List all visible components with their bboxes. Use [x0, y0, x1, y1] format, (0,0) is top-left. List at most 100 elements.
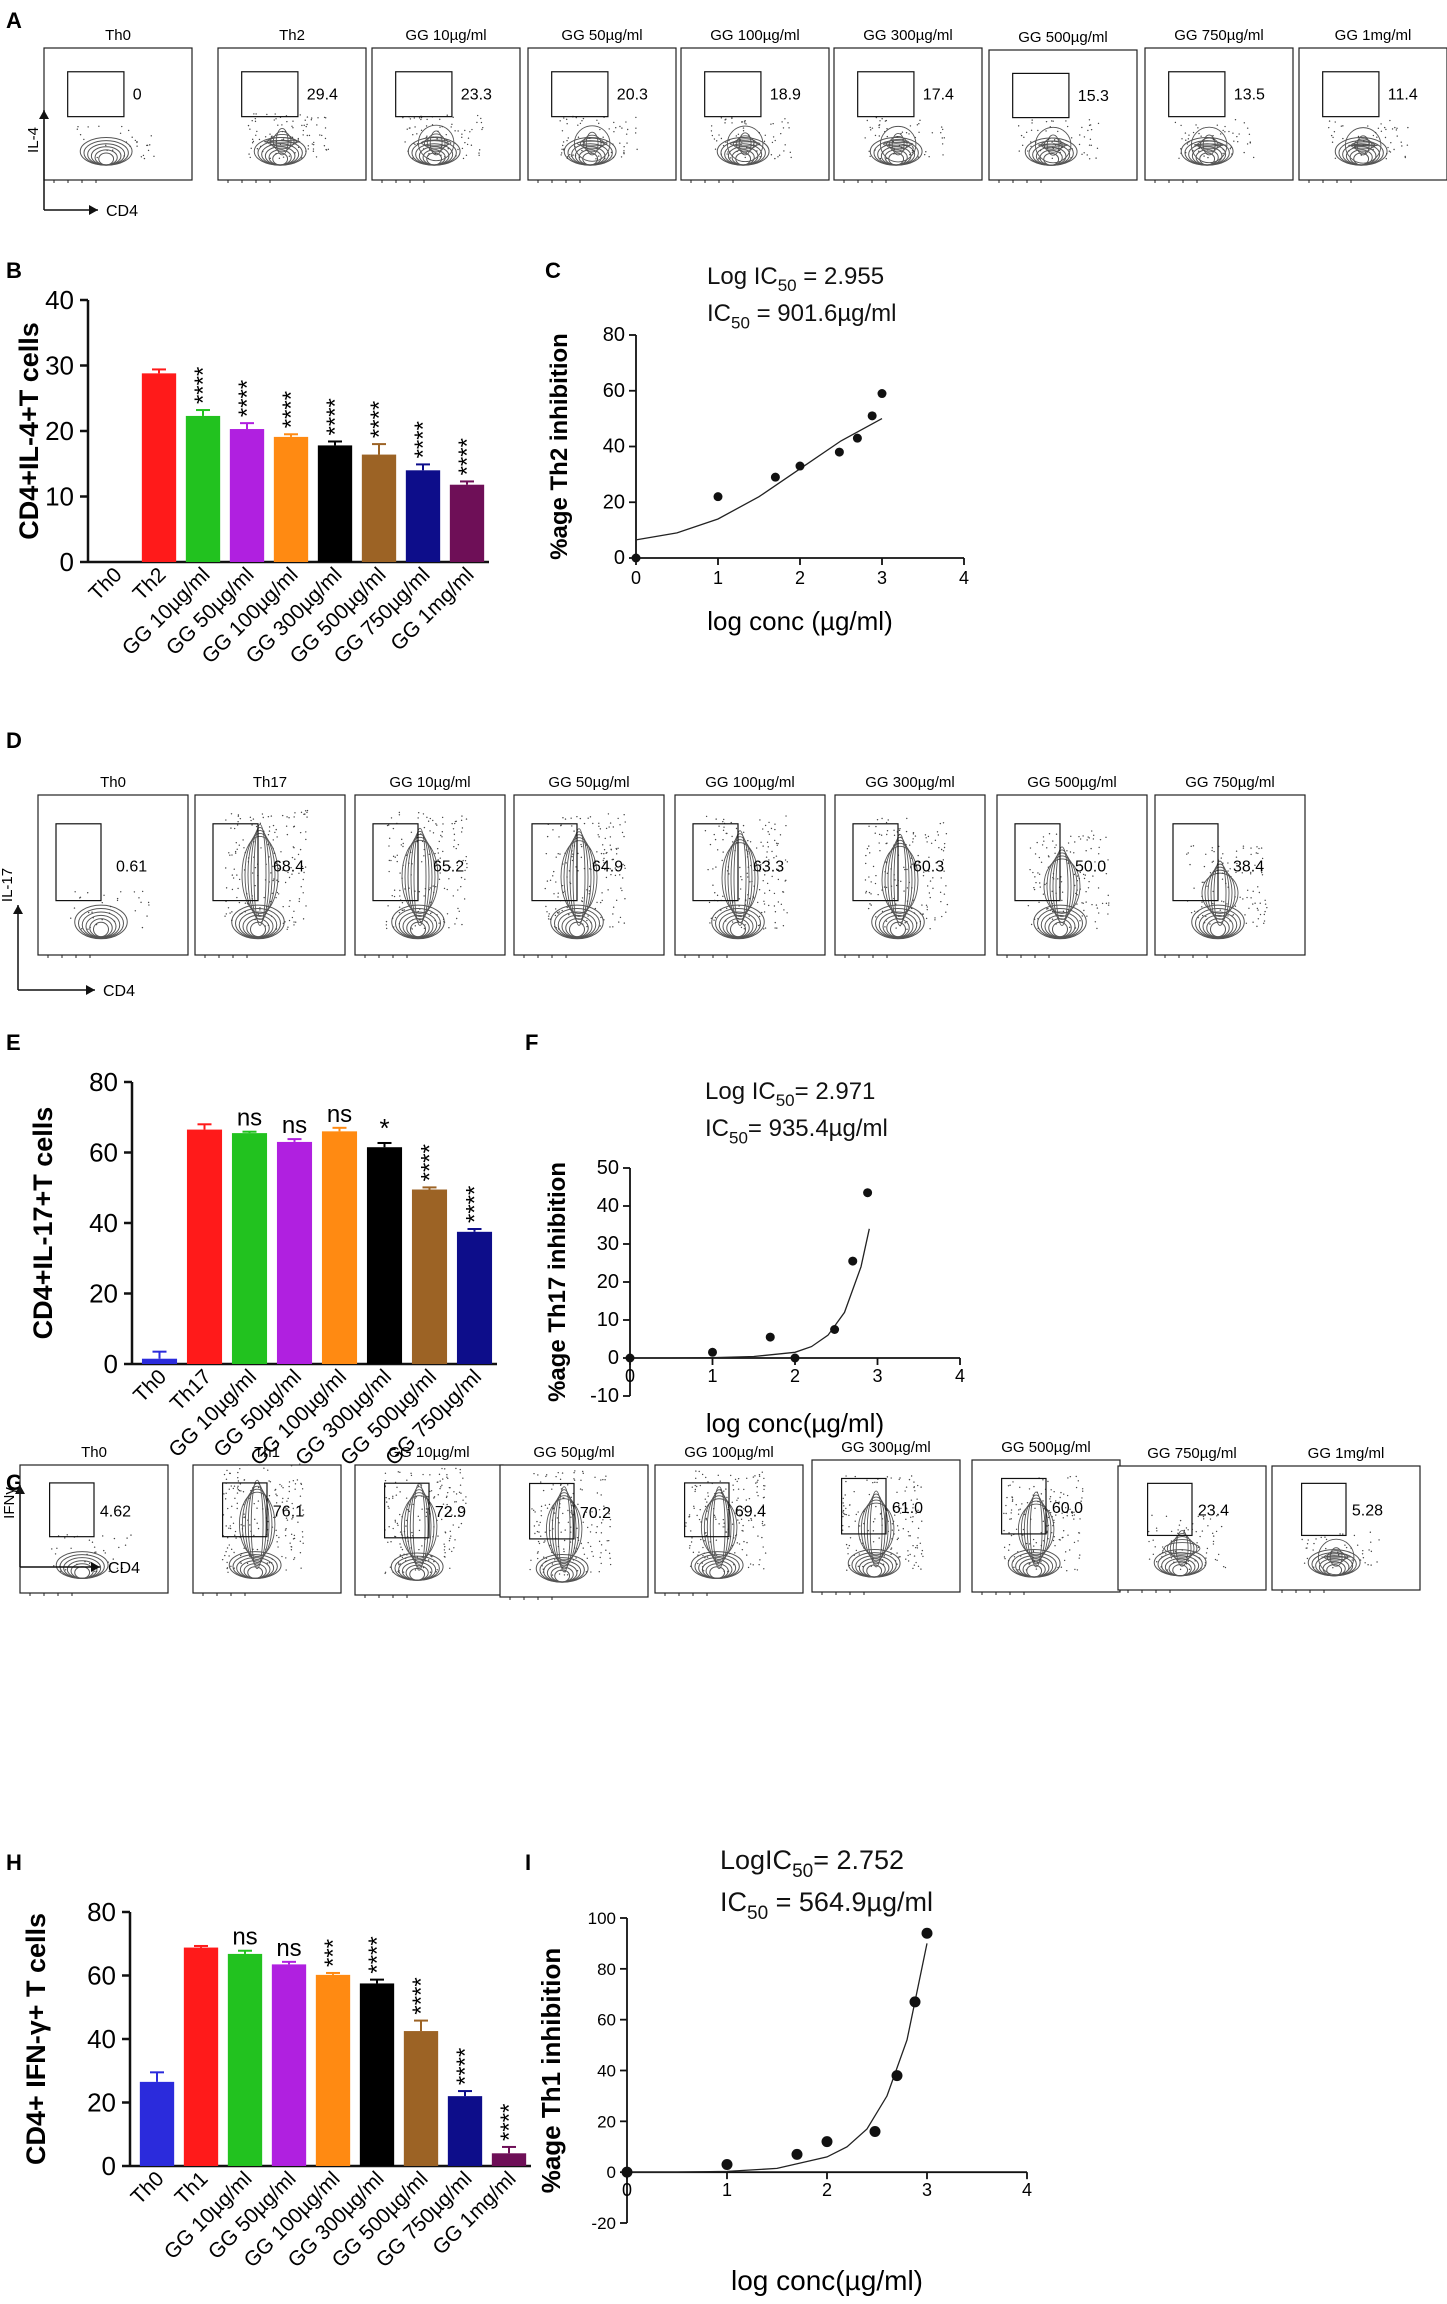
event-dot — [437, 1494, 439, 1496]
event-dot — [1077, 1480, 1080, 1482]
event-dot — [890, 885, 893, 887]
event-dot — [290, 1464, 293, 1467]
event-dot — [712, 884, 714, 886]
event-dot — [87, 928, 89, 930]
event-dot — [701, 1562, 703, 1564]
event-dot — [900, 836, 902, 839]
event-dot — [1065, 1507, 1067, 1509]
event-dot — [280, 1485, 283, 1487]
event-dot — [693, 1505, 695, 1508]
event-dot — [731, 122, 733, 124]
event-dot — [946, 903, 949, 906]
event-dot — [252, 140, 255, 143]
event-dot — [1213, 870, 1215, 872]
event-dot — [623, 152, 625, 154]
event-dot — [893, 844, 895, 846]
gate-box — [1012, 72, 1070, 119]
event-dot — [1198, 132, 1200, 135]
event-dot — [925, 837, 927, 839]
event-dot — [914, 835, 917, 837]
event-dot — [1042, 893, 1045, 895]
event-dot — [845, 1507, 847, 1510]
bar — [317, 445, 353, 562]
event-dot — [433, 891, 435, 894]
event-dot — [734, 1535, 737, 1537]
event-dot — [564, 890, 566, 892]
event-dot — [748, 1519, 750, 1522]
event-dot — [885, 861, 887, 863]
event-dot — [243, 847, 245, 849]
event-dot — [870, 881, 872, 883]
event-dot — [729, 157, 731, 159]
event-dot — [917, 1509, 919, 1512]
gate-percentage: 23.3 — [461, 87, 492, 104]
bar — [271, 1964, 307, 2166]
contour-ring — [882, 141, 914, 147]
event-dot — [940, 848, 943, 851]
event-dot — [868, 845, 870, 847]
contour-ring — [871, 904, 925, 940]
event-dot — [549, 918, 552, 920]
contour-ring — [557, 1486, 571, 1573]
event-dot — [297, 1521, 299, 1523]
event-dot — [940, 877, 942, 879]
event-dot — [1069, 1475, 1072, 1478]
event-dot — [1224, 131, 1226, 133]
event-dot — [1028, 1488, 1031, 1490]
event-dot — [288, 817, 290, 819]
event-dot — [280, 851, 282, 853]
event-dot — [429, 1571, 432, 1573]
contour-ring — [426, 133, 446, 153]
event-dot — [384, 1472, 387, 1475]
y-tick-label: 30 — [45, 351, 74, 381]
event-dot — [230, 827, 232, 829]
event-dot — [713, 138, 716, 140]
gate-percentage: 13.5 — [1234, 87, 1265, 104]
event-dot — [424, 888, 427, 890]
event-dot — [1216, 1559, 1218, 1561]
event-dot — [146, 915, 148, 917]
event-dot — [431, 124, 434, 126]
event-dot — [745, 1499, 748, 1501]
event-dot — [763, 1488, 765, 1491]
event-dot — [429, 817, 432, 820]
event-dot — [561, 909, 563, 912]
event-dot — [417, 817, 419, 819]
gate-box — [840, 1477, 887, 1535]
contour-ring — [847, 1549, 901, 1578]
event-dot — [740, 143, 742, 146]
event-dot — [402, 1571, 405, 1573]
event-dot — [887, 1520, 889, 1523]
event-dot — [617, 847, 619, 850]
event-dot — [1043, 1507, 1045, 1510]
event-dot — [423, 855, 425, 857]
event-dot — [113, 1537, 116, 1540]
event-dot — [1040, 1561, 1042, 1563]
event-dot — [700, 1538, 702, 1541]
event-dot — [1313, 1566, 1315, 1568]
event-dot — [251, 824, 253, 826]
event-dot — [387, 1541, 389, 1544]
event-dot — [419, 918, 421, 921]
event-dot — [430, 1555, 432, 1557]
contour-ring — [881, 845, 919, 914]
contour-ring — [709, 1489, 729, 1566]
data-point — [852, 433, 862, 443]
event-dot — [939, 891, 942, 894]
significance-marker: ns — [327, 1101, 352, 1128]
event-dot — [601, 892, 603, 894]
event-dot — [287, 926, 289, 928]
event-dot — [891, 1523, 894, 1525]
event-dot — [291, 125, 293, 127]
event-dot — [878, 833, 881, 836]
event-dot — [741, 1529, 743, 1532]
event-dot — [1058, 1501, 1060, 1503]
event-dot — [845, 1513, 848, 1516]
event-dot — [570, 1501, 572, 1503]
contour-ring — [703, 1495, 735, 1560]
event-dot — [941, 137, 943, 139]
event-dot — [416, 133, 418, 135]
event-dot — [51, 1548, 53, 1550]
event-dot — [1234, 905, 1237, 907]
